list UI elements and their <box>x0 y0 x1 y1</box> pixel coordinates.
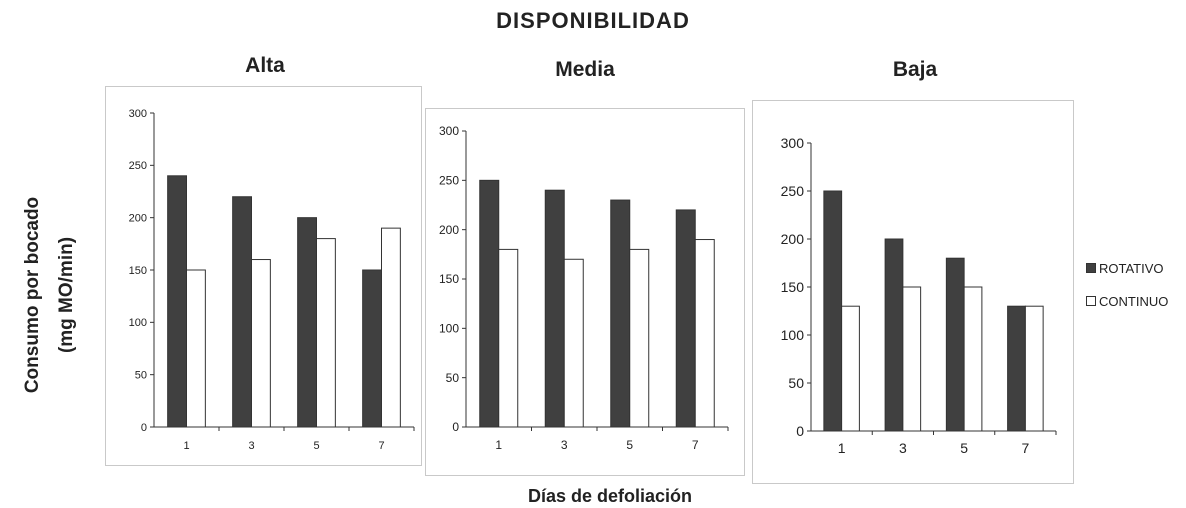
legend-swatch-rotativo <box>1086 263 1096 273</box>
y-tick-label: 100 <box>129 317 147 329</box>
y-tick-label: 250 <box>781 183 805 199</box>
y-tick-label: 150 <box>781 279 805 295</box>
x-tick-label: 1 <box>495 438 502 452</box>
chart-alta: 0 50 100 150 200 250 300 1 3 5 7 <box>129 108 415 452</box>
bar-alta-continuo-7 <box>381 227 401 428</box>
bar-alta-rotativo-5 <box>297 217 317 428</box>
bar-baja-rotativo-3 <box>884 238 904 432</box>
bar-baja-continuo-1 <box>841 305 860 432</box>
x-tick-label: 5 <box>626 438 633 452</box>
y-tick-label: 200 <box>439 223 459 237</box>
y-tick-label: 0 <box>796 423 804 439</box>
y-tick-label: 0 <box>452 420 459 434</box>
x-tick-label: 7 <box>692 438 699 452</box>
chart-panel-baja: 0 50 100 150 200 250 300 1 3 5 7 <box>752 100 1074 484</box>
x-tick-label: 1 <box>183 440 189 452</box>
y-tick-label: 50 <box>135 370 147 382</box>
y-axis-label-line1: Consumo por bocado <box>22 196 43 394</box>
bar-alta-rotativo-1 <box>167 175 188 428</box>
bar-baja-continuo-3 <box>902 286 922 432</box>
bar-alta-continuo-1 <box>186 269 206 428</box>
y-tick-label: 150 <box>129 265 147 277</box>
x-tick-label: 3 <box>248 440 254 452</box>
legend-label-continuo: CONTINUO <box>1099 293 1169 309</box>
bar-media-continuo-3 <box>563 258 584 428</box>
bar-baja-rotativo-7 <box>1007 305 1026 432</box>
bar-media-rotativo-5 <box>610 199 631 428</box>
chart-baja: 0 50 100 150 200 250 300 1 3 5 7 <box>781 135 1057 456</box>
panel-title-baja: Baja <box>892 58 938 81</box>
y-tick-label: 50 <box>788 375 804 391</box>
chart-media: 0 50 100 150 200 250 300 1 3 5 7 <box>439 124 729 452</box>
bar-media-continuo-7 <box>694 239 715 428</box>
y-tick-label: 300 <box>129 108 147 120</box>
panel-title-media: Media <box>555 58 615 81</box>
legend-label-rotativo: ROTATIVO <box>1099 260 1164 276</box>
bar-media-rotativo-7 <box>675 209 696 428</box>
bar-baja-rotativo-5 <box>945 257 965 432</box>
legend-item-continuo: CONTINUO <box>1086 291 1168 311</box>
x-axis-label: Días de defoliación <box>527 486 693 506</box>
y-tick-label: 200 <box>129 213 147 225</box>
bar-alta-rotativo-3 <box>232 196 253 428</box>
y-tick-label: 150 <box>439 272 459 286</box>
y-tick-label: 200 <box>781 231 805 247</box>
chart-panel-alta: 0 50 100 150 200 250 300 1 3 5 7 <box>105 86 422 466</box>
y-tick-label: 100 <box>439 322 459 336</box>
bar-media-continuo-5 <box>629 248 650 428</box>
legend: ROTATIVO CONTINUO <box>1086 258 1168 311</box>
legend-item-rotativo: ROTATIVO <box>1086 258 1168 278</box>
bar-media-rotativo-1 <box>479 179 500 428</box>
y-tick-label: 0 <box>141 422 147 434</box>
bar-baja-continuo-7 <box>1024 305 1044 432</box>
x-tick-label: 3 <box>899 440 907 456</box>
bar-media-continuo-1 <box>498 248 519 428</box>
bar-alta-continuo-5 <box>316 238 336 428</box>
x-tick-label: 7 <box>378 440 384 452</box>
bar-media-rotativo-3 <box>544 189 565 428</box>
x-tick-label: 3 <box>561 438 568 452</box>
x-tick-label: 5 <box>960 440 968 456</box>
x-tick-label: 7 <box>1021 440 1029 456</box>
y-tick-label: 250 <box>129 160 147 172</box>
x-tick-label: 5 <box>313 440 319 452</box>
y-tick-label: 250 <box>439 174 459 188</box>
y-axis-label: Consumo por bocado (mg MO/min) <box>0 150 100 440</box>
y-tick-label: 50 <box>446 371 460 385</box>
y-axis-label-line2: (mg MO/min) <box>56 236 77 354</box>
bar-baja-continuo-5 <box>963 286 983 432</box>
y-tick-label: 300 <box>781 135 805 151</box>
y-tick-label: 300 <box>439 124 459 138</box>
x-tick-label: 1 <box>838 440 846 456</box>
bar-baja-rotativo-1 <box>823 190 843 432</box>
figure-title: DISPONIBILIDAD <box>496 8 690 33</box>
chart-panel-media: 0 50 100 150 200 250 300 1 3 5 7 <box>425 108 745 476</box>
legend-swatch-continuo <box>1086 296 1096 306</box>
panel-title-alta: Alta <box>245 54 285 77</box>
bar-alta-rotativo-7 <box>362 269 382 428</box>
bar-alta-continuo-3 <box>251 259 271 428</box>
y-tick-label: 100 <box>781 327 805 343</box>
